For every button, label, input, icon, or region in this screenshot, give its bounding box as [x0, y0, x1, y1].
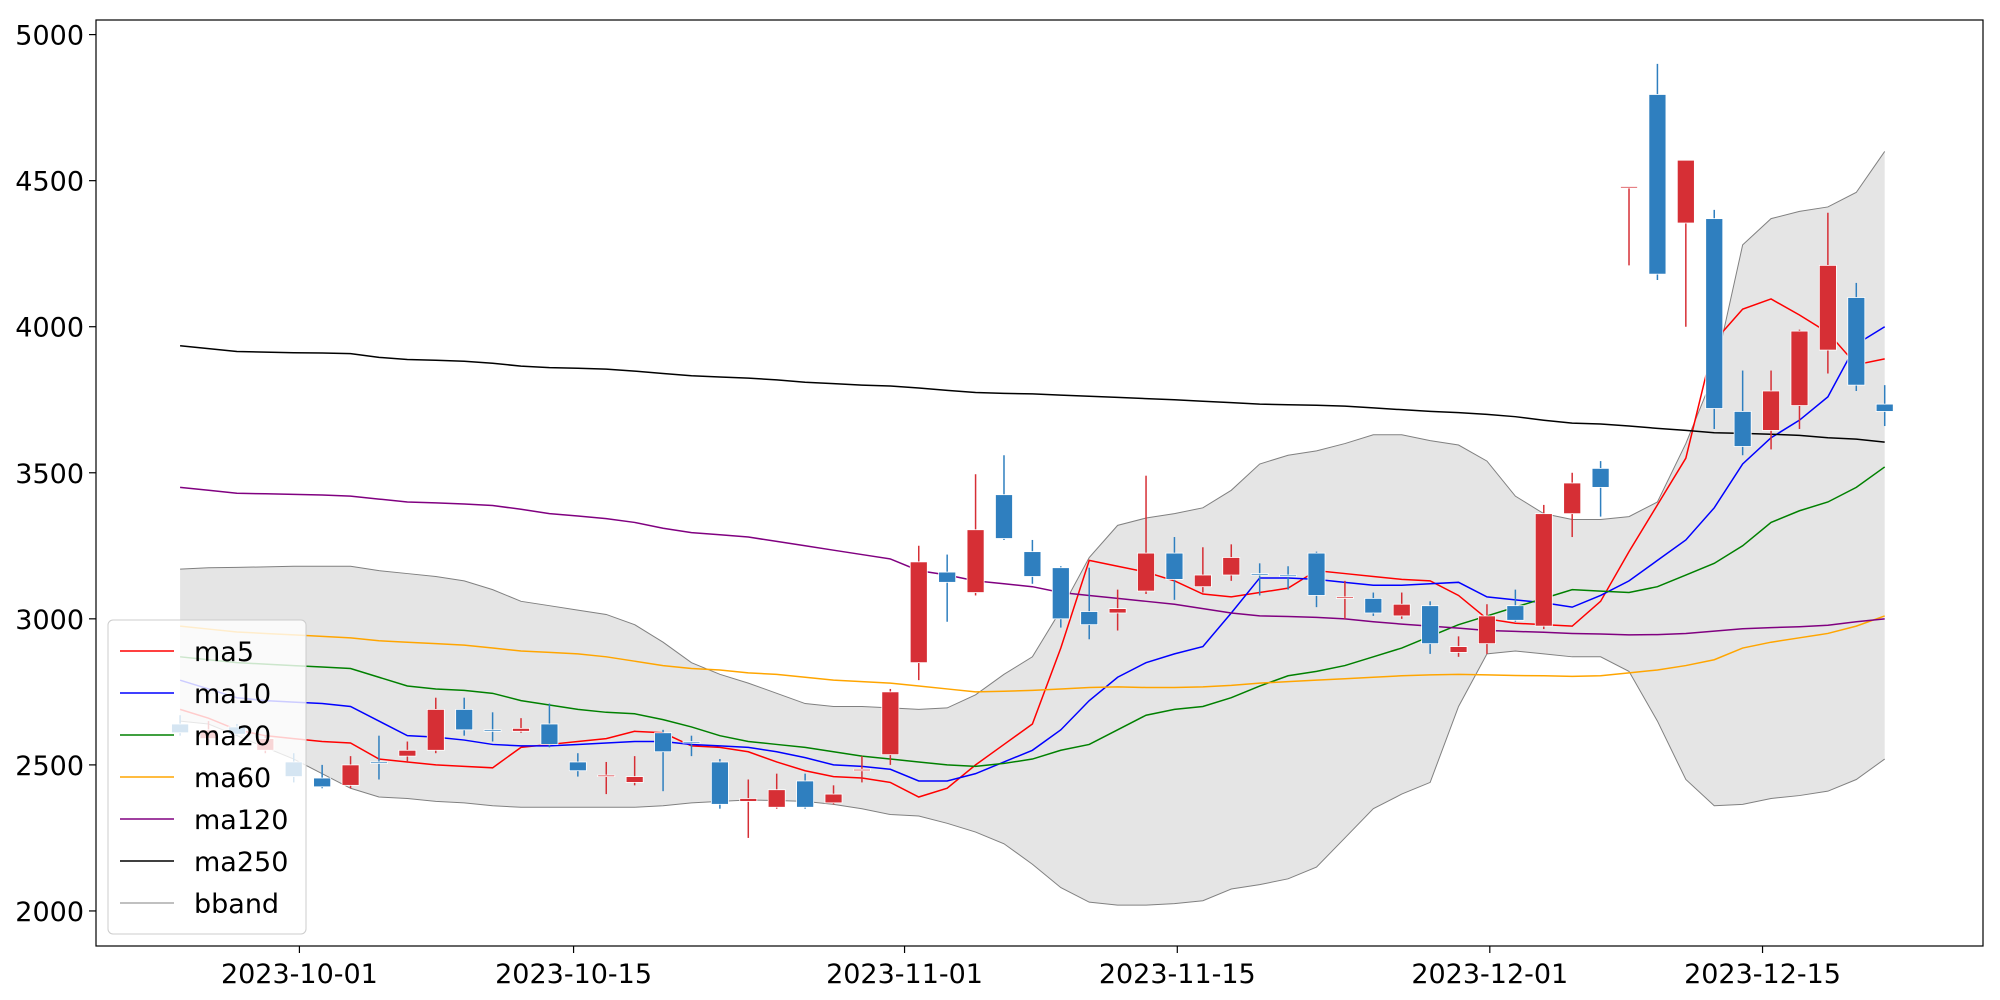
y-tick-label: 2500 [15, 751, 84, 782]
candle-body [398, 749, 417, 757]
candle-body [1222, 557, 1241, 576]
candle-body [1676, 159, 1695, 224]
legend-label: ma250 [194, 847, 288, 878]
candle-body [1250, 573, 1269, 576]
candle-body [1051, 567, 1070, 620]
candle-body [1705, 218, 1724, 409]
legend-label: ma20 [194, 721, 271, 752]
bband-upper [180, 151, 1886, 710]
candle-body [881, 691, 900, 756]
y-tick-label: 4500 [15, 167, 84, 198]
y-tick-label: 3500 [15, 459, 84, 490]
candle-body [767, 789, 786, 808]
y-tick-label: 5000 [15, 21, 84, 52]
plot-content [171, 63, 1894, 906]
candle-body [1449, 646, 1468, 653]
candle-body [938, 571, 957, 583]
legend-label: ma5 [194, 637, 254, 668]
candle-body [1563, 482, 1582, 515]
candle-body [682, 741, 701, 744]
candle-body [1648, 94, 1667, 275]
y-tick-label: 4000 [15, 313, 84, 344]
candle-body [824, 793, 843, 804]
candle-body [966, 529, 985, 593]
ma-line [180, 615, 1885, 693]
candle-body [625, 776, 644, 783]
candle-body [1364, 597, 1383, 614]
candle-body [1137, 552, 1155, 592]
candle-body [341, 764, 360, 786]
candle-body [739, 798, 758, 802]
candle-body [909, 561, 928, 664]
ma-line [179, 298, 1885, 798]
candle-body [568, 761, 587, 772]
candle-body [710, 761, 729, 805]
candle-body [1023, 551, 1042, 577]
x-tick-label: 2023-11-15 [1099, 959, 1256, 990]
candle-body [796, 780, 815, 808]
candle-body [512, 727, 530, 732]
candle-body [1591, 467, 1610, 488]
candle-body [1307, 552, 1326, 596]
y-tick-label: 2000 [15, 897, 84, 928]
candle-body [455, 708, 474, 731]
candle-body [1108, 608, 1127, 614]
candle-body [1818, 264, 1837, 351]
candle-body [370, 761, 388, 764]
candle-body [1421, 605, 1440, 645]
candle-body [540, 723, 559, 745]
candle-body [1080, 611, 1099, 626]
ma-line [180, 486, 1885, 636]
bband-lower [180, 650, 1885, 906]
candle-body [1847, 297, 1866, 386]
legend-label: ma120 [194, 805, 288, 836]
ma-line [180, 344, 1885, 443]
bband-fill [180, 151, 1885, 906]
legend-label: bband [194, 889, 279, 920]
candle-body [995, 494, 1013, 539]
candle-body [1279, 574, 1298, 577]
legend-label: ma10 [194, 679, 271, 710]
candle-body [1762, 390, 1780, 431]
x-tick-label: 2023-12-15 [1684, 959, 1841, 990]
candle-body [1165, 552, 1184, 580]
x-tick-label: 2023-12-01 [1411, 959, 1568, 990]
candle-body [1506, 605, 1525, 621]
legend-box [107, 619, 307, 935]
plot-area [171, 63, 1894, 906]
candle-body [1392, 603, 1411, 617]
candle-body [483, 729, 502, 732]
candle-body [1733, 411, 1752, 447]
candle-body [1534, 513, 1553, 627]
axes-frame [95, 19, 1984, 947]
candle-body [313, 777, 332, 788]
candle-body [1875, 403, 1894, 412]
candle-body [654, 732, 672, 753]
candle-body [1193, 574, 1212, 588]
candle-body [1620, 186, 1638, 189]
x-tick-label: 2023-10-01 [221, 959, 378, 990]
legend: ma5 ma10 ma20 ma60 ma120 ma250 bband [107, 619, 307, 935]
candle-body [597, 774, 616, 778]
candle-body [1335, 596, 1354, 599]
x-tick-label: 2023-10-15 [495, 959, 652, 990]
candle-body [853, 768, 871, 772]
candle-body [426, 708, 445, 751]
legend-label: ma60 [194, 763, 271, 794]
candle-body [1478, 615, 1496, 645]
ma-line [179, 326, 1886, 782]
ma-line [180, 466, 1886, 768]
candle-body [1790, 330, 1809, 406]
y-tick-label: 3000 [15, 605, 84, 636]
x-tick-label: 2023-11-01 [826, 959, 983, 990]
